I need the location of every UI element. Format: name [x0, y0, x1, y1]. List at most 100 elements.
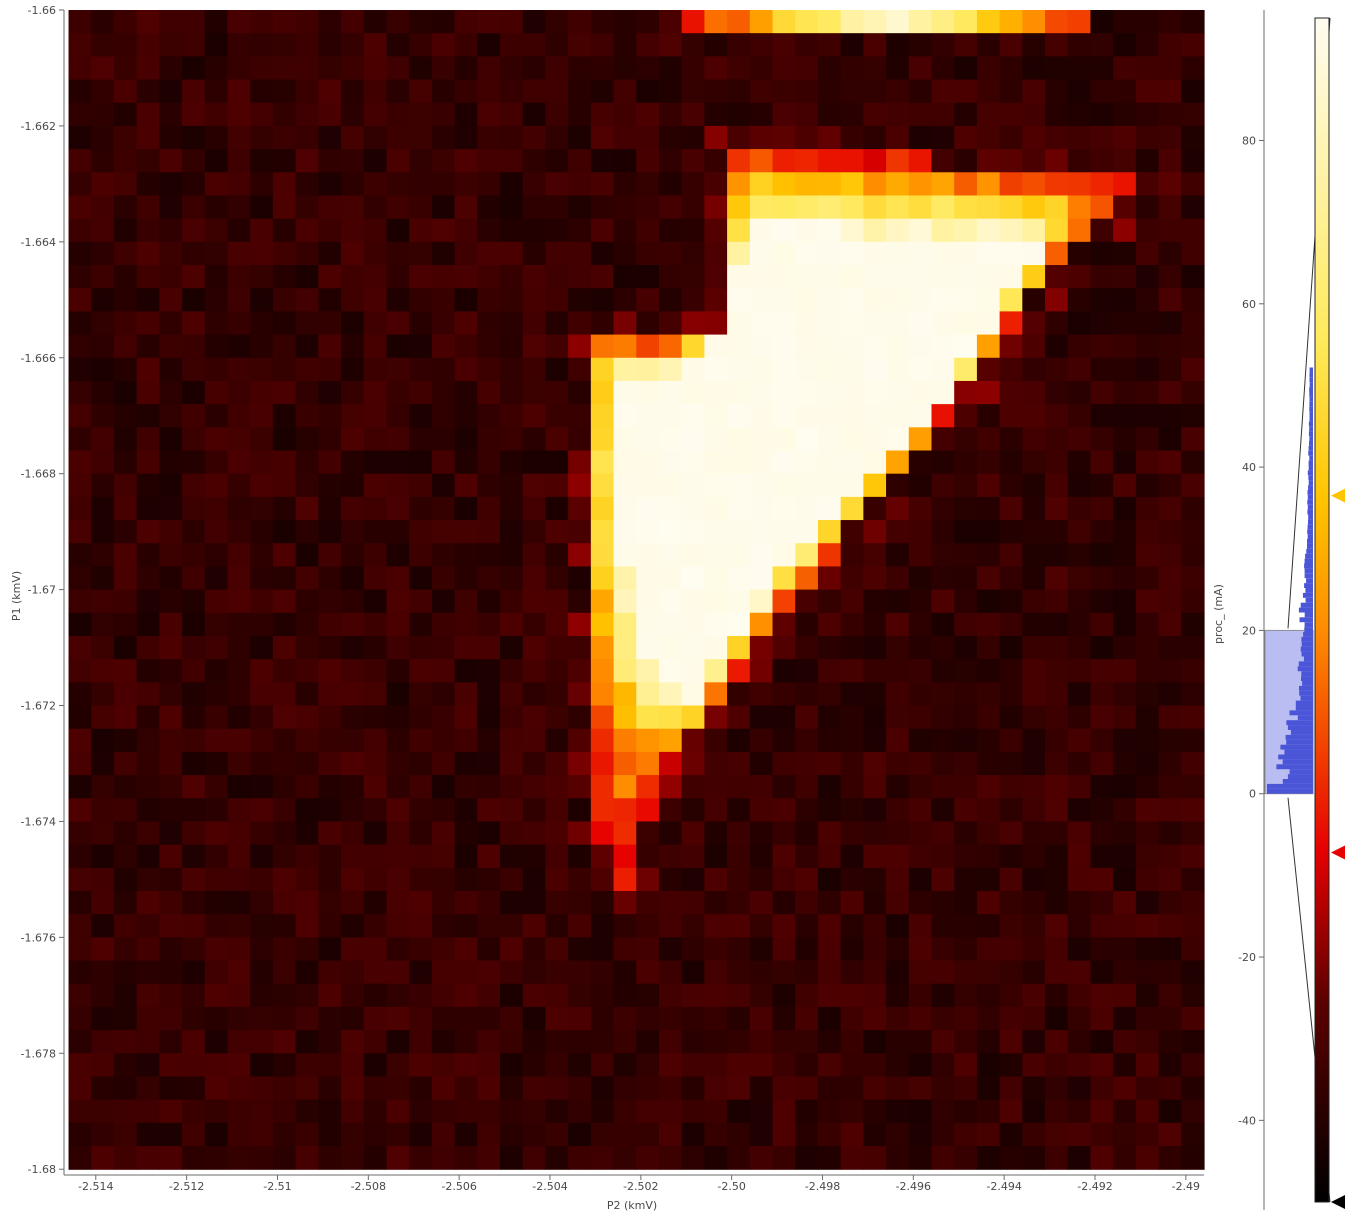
heatmap-cell [318, 149, 342, 173]
heatmap-cell [1135, 10, 1160, 34]
heatmap-cell [1045, 891, 1069, 915]
heatmap-cell [431, 520, 456, 544]
heatmap-cell [772, 821, 796, 846]
heatmap-cell [658, 10, 683, 34]
heatmap-cell [409, 983, 433, 1008]
heatmap-cell [363, 728, 388, 753]
histogram-bar [1307, 509, 1313, 515]
heatmap-cell [1045, 288, 1069, 312]
heatmap-cell [545, 1146, 569, 1170]
heatmap-cell [522, 195, 547, 220]
heatmap-cell [136, 728, 160, 753]
heatmap-cell [272, 751, 297, 776]
heatmap-cell [500, 589, 524, 614]
level-marker-handle[interactable] [1331, 1195, 1345, 1209]
heatmap-cell [999, 775, 1023, 799]
heatmap-cell [658, 1146, 683, 1170]
heatmap-cell [477, 705, 501, 730]
heatmap-cell [863, 914, 887, 938]
heatmap-cell [227, 102, 251, 127]
heatmap-cell [636, 288, 660, 312]
heatmap-cell [272, 612, 297, 637]
heatmap-cell [817, 496, 842, 521]
heatmap-cell [136, 172, 160, 197]
heatmap-cell [863, 751, 887, 776]
heatmap-cell [431, 589, 456, 614]
heatmap-cell [113, 914, 138, 938]
heatmap-cell [91, 543, 115, 568]
heatmap-cell [431, 241, 456, 266]
heatmap-cell [568, 79, 592, 104]
heatmap-cell [250, 983, 274, 1008]
level-marker-handle[interactable] [1331, 488, 1345, 503]
heatmap-cell [976, 543, 1001, 568]
heatmap-cell [704, 404, 728, 428]
heatmap-cell [295, 496, 319, 521]
heatmap-cell [636, 195, 660, 220]
heatmap-cell [976, 56, 1001, 81]
heatmap-cell [545, 172, 569, 197]
heatmap-cell [681, 404, 705, 428]
heatmap-cell [113, 891, 138, 915]
heatmap-plot-area[interactable] [68, 10, 1205, 1170]
heatmap-cell [886, 798, 910, 823]
heatmap-cell [931, 79, 955, 104]
heatmap-cell [590, 195, 615, 220]
heatmap-cell [250, 1146, 274, 1170]
heatmap-cell [1045, 705, 1069, 730]
heatmap-cell [1135, 891, 1160, 915]
heatmap-cell [318, 102, 342, 127]
heatmap-cell [250, 496, 274, 521]
heatmap-cell [363, 914, 388, 938]
heatmap-cell [749, 566, 774, 591]
heatmap-cell [908, 867, 933, 892]
heatmap-cell [454, 427, 478, 452]
heatmap-cell [568, 659, 592, 683]
heatmap-cell [409, 172, 433, 197]
heatmap-cell [931, 682, 955, 707]
heatmap-cell [454, 659, 478, 683]
heatmap-cell [704, 380, 728, 405]
heatmap-cell [954, 659, 978, 683]
heatmap-cell [908, 473, 933, 498]
heatmap-cell [1135, 566, 1160, 591]
heatmap-cell [976, 404, 1001, 428]
heatmap-cell [727, 566, 751, 591]
heatmap-cell [1113, 543, 1137, 568]
heatmap-cell [590, 891, 615, 915]
heatmap-cell [1090, 33, 1114, 57]
histogram-bar [1307, 504, 1313, 510]
heatmap-cell [204, 380, 229, 405]
heatmap-cell [1067, 79, 1092, 104]
heatmap-cell [1067, 56, 1092, 81]
heatmap-cell [250, 56, 274, 81]
heatmap-cell [727, 1076, 751, 1101]
histogram-bar [1309, 426, 1313, 432]
colorbar-gradient[interactable] [1314, 17, 1330, 1203]
heatmap-cell [1135, 682, 1160, 707]
heatmap-cell [1045, 589, 1069, 614]
heatmap-cell [341, 775, 365, 799]
level-marker-handle[interactable] [1331, 845, 1345, 860]
heatmap-cell [1090, 357, 1114, 382]
heatmap-cell [545, 1030, 569, 1054]
heatmap-cell [772, 10, 796, 34]
heatmap-cell [454, 520, 478, 544]
heatmap-cell [840, 960, 864, 985]
heatmap-cell [272, 867, 297, 892]
heatmap-cell [568, 125, 592, 150]
heatmap-cell [295, 983, 319, 1008]
heatmap-cell [159, 149, 183, 173]
heatmap-cell [91, 195, 115, 220]
histogram-bar [1299, 685, 1313, 691]
heatmap-cell [545, 612, 569, 637]
heatmap-cell [500, 751, 524, 776]
heatmap-cell [386, 891, 410, 915]
heatmap-cell [68, 566, 92, 591]
heatmap-cell [136, 218, 160, 243]
heatmap-cell [1135, 1122, 1160, 1147]
heatmap-cell [613, 520, 637, 544]
heatmap-cell [136, 10, 160, 34]
heatmap-cell [341, 612, 365, 637]
heatmap-cell [886, 218, 910, 243]
